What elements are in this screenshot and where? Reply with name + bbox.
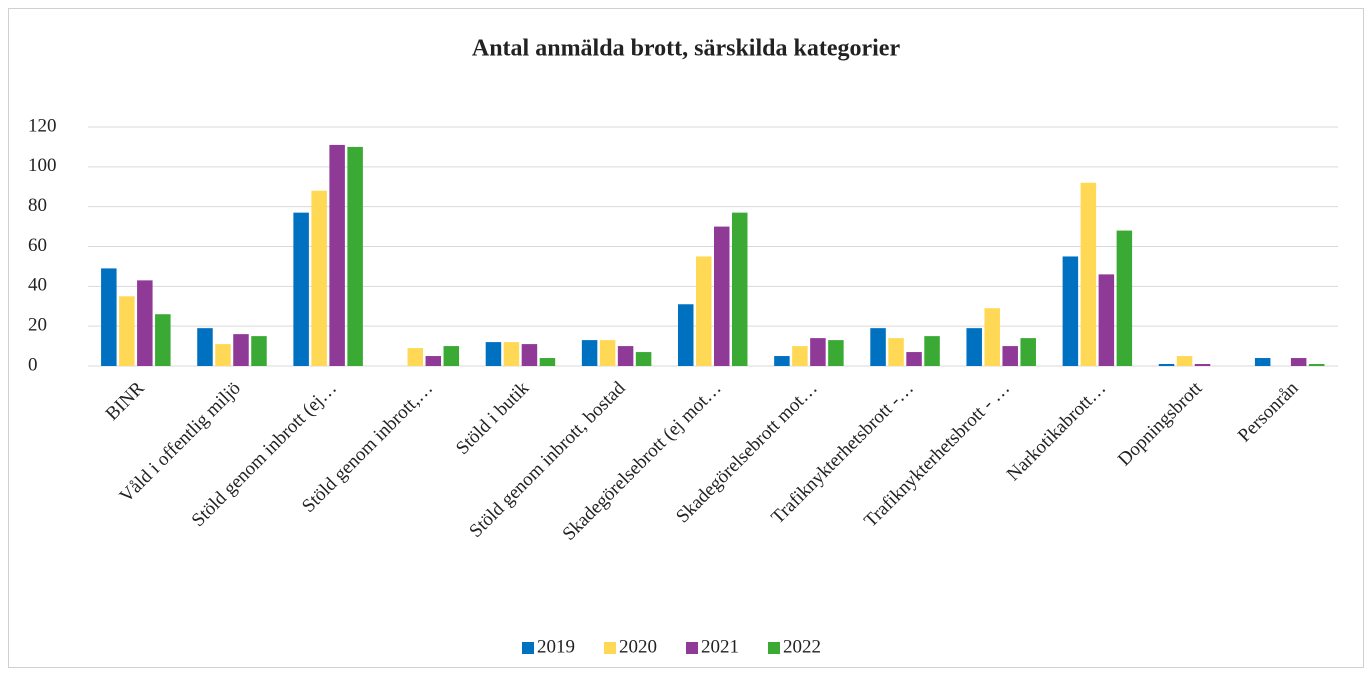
bar	[503, 342, 520, 366]
bar	[635, 352, 652, 366]
bar	[137, 280, 153, 366]
bar	[521, 344, 538, 366]
bar	[251, 336, 267, 366]
legend-label: 2022	[783, 636, 821, 657]
y-tick-label: 40	[28, 275, 47, 296]
bar	[810, 338, 826, 366]
bar	[1062, 256, 1079, 366]
bar	[1308, 364, 1325, 366]
y-tick-label: 20	[28, 315, 47, 336]
bar	[1158, 364, 1175, 366]
y-tick-label: 100	[28, 155, 57, 176]
bar	[1176, 356, 1193, 366]
bar	[311, 190, 327, 366]
chart-title: Antal anmälda brott, särskilda kategorie…	[472, 36, 901, 62]
bar	[906, 352, 922, 366]
bar	[347, 146, 363, 366]
legend-swatch	[686, 642, 698, 654]
y-tick-label: 0	[28, 354, 38, 375]
legend-label: 2020	[619, 636, 657, 657]
bar	[1080, 182, 1097, 366]
bar	[966, 328, 982, 366]
bar	[155, 314, 171, 366]
bar	[329, 144, 345, 366]
bar	[678, 304, 694, 366]
y-tick-label: 60	[28, 235, 47, 256]
bar	[101, 268, 117, 366]
bar	[870, 328, 886, 366]
bar	[539, 358, 556, 366]
bar	[792, 346, 808, 366]
bar	[599, 340, 616, 366]
legend-swatch	[522, 642, 534, 654]
bar	[1002, 346, 1018, 366]
bar	[696, 256, 712, 366]
bar	[485, 342, 502, 366]
bar	[1098, 274, 1115, 366]
bar	[617, 346, 634, 366]
bar	[924, 336, 940, 366]
legend-swatch	[604, 642, 616, 654]
bar	[1116, 230, 1133, 366]
legend-label: 2021	[701, 636, 739, 657]
bar	[1194, 364, 1211, 366]
bar	[1020, 338, 1036, 366]
bar	[1254, 358, 1271, 366]
bar	[774, 356, 790, 366]
bar	[197, 328, 213, 366]
y-tick-label: 80	[28, 195, 47, 216]
legend-swatch	[768, 642, 780, 654]
bar	[215, 344, 231, 366]
bar	[425, 356, 442, 366]
bar	[407, 348, 424, 366]
bar	[581, 340, 598, 366]
bar	[233, 334, 249, 366]
bar	[828, 340, 844, 366]
bar	[888, 338, 904, 366]
y-tick-label: 120	[28, 115, 57, 136]
bar	[984, 308, 1000, 366]
legend-label: 2019	[537, 636, 575, 657]
bar	[293, 212, 309, 366]
bar	[119, 296, 135, 366]
bar	[443, 346, 460, 366]
bar	[714, 226, 730, 366]
bar	[1290, 358, 1307, 366]
bar	[732, 212, 748, 366]
